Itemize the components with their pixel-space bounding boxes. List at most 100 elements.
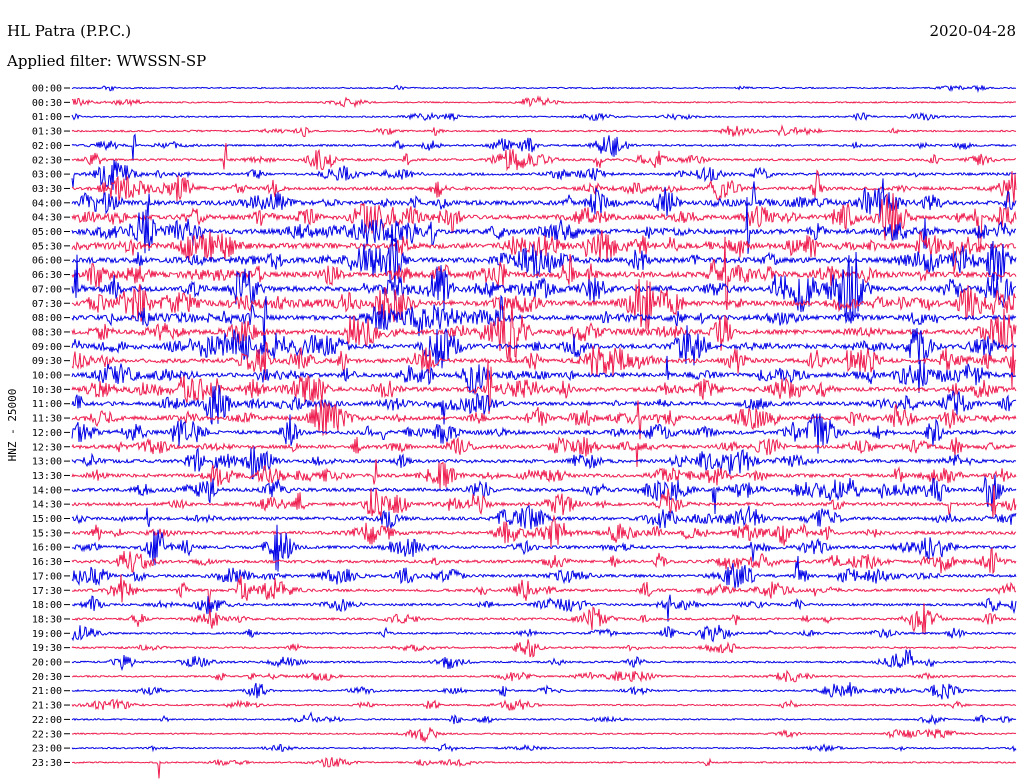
time-tick-label: 18:00 (32, 600, 62, 611)
time-tick-label: 16:30 (32, 557, 62, 568)
time-tick-label: 05:30 (32, 241, 62, 252)
time-tick-label: 11:30 (32, 414, 62, 425)
trace-row (71, 340, 1017, 389)
trace-row (71, 446, 1017, 480)
time-tick-label: 23:30 (32, 758, 62, 769)
trace-row (71, 504, 1017, 530)
station-title: HL Patra (P.P.C.) (7, 22, 131, 40)
trace-row (71, 649, 1017, 672)
trace-row (71, 727, 1017, 744)
trace-row (71, 124, 1017, 138)
trace-rows (71, 84, 1017, 779)
time-tick-label: 00:00 (32, 84, 62, 95)
trace-row (71, 143, 1016, 172)
time-tick-label: 19:00 (32, 629, 62, 640)
trace-row (71, 682, 1017, 700)
trace-row (71, 624, 1017, 643)
time-tick-label: 08:30 (32, 327, 62, 338)
trace-row (71, 133, 1017, 161)
time-tick-label: 14:30 (32, 500, 62, 511)
trace-row (71, 459, 1017, 489)
filter-label: Applied filter: WWSSN-SP (6, 52, 206, 70)
time-tick-label: 12:30 (32, 442, 62, 453)
time-tick-label: 15:30 (32, 528, 62, 539)
time-tick-label: 21:30 (32, 701, 62, 712)
y-axis-label: HNZ - 25000 (6, 389, 19, 462)
trace-row (71, 669, 1017, 683)
trace-row (71, 474, 1017, 515)
trace-row (71, 236, 1017, 310)
time-tick-label: 00:30 (32, 98, 62, 109)
time-tick-label: 13:30 (32, 471, 62, 482)
date-label: 2020-04-28 (930, 22, 1016, 40)
time-tick-label: 02:00 (32, 141, 62, 152)
time-tick-label: 06:00 (32, 256, 62, 267)
time-tick-label: 23:00 (32, 744, 62, 755)
trace-row (71, 325, 1017, 369)
time-tick-label: 10:00 (32, 371, 62, 382)
time-tick-label: 19:30 (32, 643, 62, 654)
time-tick-label: 04:30 (32, 213, 62, 224)
trace-row (71, 524, 1017, 572)
trace-row (71, 413, 1016, 454)
time-tick-label: 17:00 (32, 571, 62, 582)
trace-row (71, 639, 1017, 658)
trace-row (71, 399, 1017, 440)
trace-row (71, 193, 1017, 253)
trace-row (71, 514, 1017, 548)
time-tick-label: 21:00 (32, 686, 62, 697)
trace-row (71, 355, 1017, 395)
trace-row (71, 229, 1017, 273)
time-tick-label: 09:00 (32, 342, 62, 353)
trace-row (71, 111, 1017, 122)
trace-row (71, 159, 1017, 190)
time-tick-label: 01:30 (32, 127, 62, 138)
trace-row (71, 743, 1017, 753)
time-tick-label: 11:00 (32, 399, 62, 410)
trace-row (71, 251, 1017, 319)
trace-row (71, 594, 1017, 622)
time-tick-labels: 00:00 00:30 01:00 01:30 02:00 02:30 03:00 03:30… (32, 84, 70, 769)
time-tick-label: 22:00 (32, 715, 62, 726)
trace-row (71, 278, 1017, 331)
trace-row (71, 169, 1017, 203)
trace-row (71, 84, 1016, 93)
trace-row (71, 574, 1017, 608)
time-tick-label: 17:30 (32, 586, 62, 597)
trace-row (71, 178, 1017, 221)
trace-row (71, 234, 1017, 288)
time-tick-label: 22:30 (32, 729, 62, 740)
time-tick-label: 12:00 (32, 428, 62, 439)
time-tick-label: 08:00 (32, 313, 62, 324)
time-tick-label: 10:30 (32, 385, 62, 396)
trace-row (71, 360, 1017, 415)
time-tick-label: 16:00 (32, 543, 62, 554)
time-tick-label: 01:00 (32, 112, 62, 123)
time-tick-label: 03:00 (32, 170, 62, 181)
time-tick-label: 04:00 (32, 198, 62, 209)
time-tick-label: 15:00 (32, 514, 62, 525)
time-tick-label: 13:00 (32, 457, 62, 468)
time-tick-label: 18:30 (32, 614, 62, 625)
trace-row (71, 197, 1016, 254)
time-tick-label: 03:30 (32, 184, 62, 195)
time-tick-label: 14:00 (32, 485, 62, 496)
time-tick-label: 09:30 (32, 356, 62, 367)
time-tick-label: 07:00 (32, 284, 62, 295)
time-tick-label: 20:00 (32, 658, 62, 669)
trace-row (71, 95, 1016, 109)
time-tick-label: 06:30 (32, 270, 62, 281)
trace-row (71, 485, 1017, 521)
trace-row (71, 294, 1017, 346)
trace-row (71, 698, 1017, 711)
trace-row (71, 385, 1017, 425)
time-tick-label: 20:30 (32, 672, 62, 683)
trace-row (71, 555, 1017, 589)
trace-row (71, 757, 1016, 779)
trace-row (71, 436, 1016, 468)
trace-row (71, 547, 1017, 575)
trace-row (71, 603, 1017, 635)
trace-row (71, 711, 1017, 726)
time-tick-label: 07:30 (32, 299, 62, 310)
